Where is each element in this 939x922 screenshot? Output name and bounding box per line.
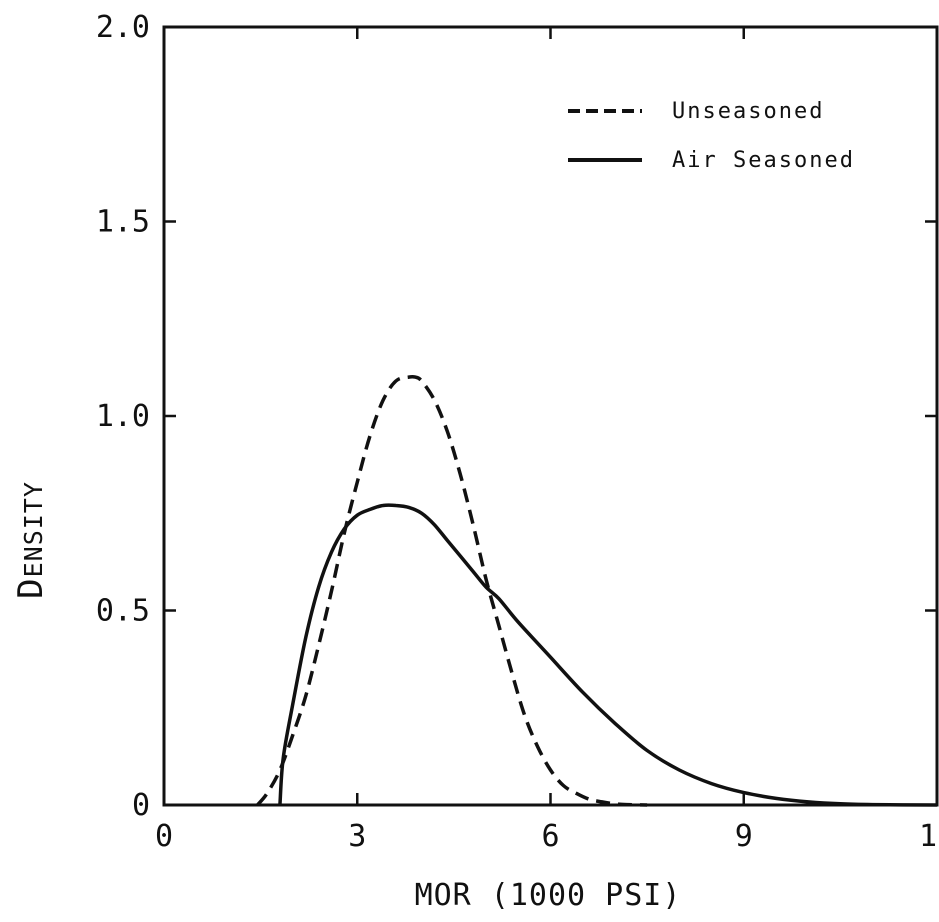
y-tick-label: 1.5: [96, 205, 150, 240]
series-line-unseasoned: [256, 374, 648, 807]
y-tick-label: 1.0: [96, 399, 150, 434]
x-tick-label: 0: [155, 819, 173, 854]
y-axis-title: DENSITY: [11, 481, 51, 599]
y-tick-label: 0: [132, 788, 150, 823]
plot-frame-group: [162, 25, 939, 807]
legend-label-unseasoned: Unseasoned: [672, 99, 824, 124]
ticks-group: 0 3 6 9 12 0 0.5 1.0 1.5 2.0: [96, 10, 939, 854]
series-group: [256, 374, 938, 807]
plot-frame: [162, 25, 939, 807]
legend-label-air-seasoned: Air Seasoned: [672, 148, 855, 173]
y-axis-title-initial: D: [11, 577, 51, 598]
series-line-air-seasoned: [278, 503, 938, 807]
x-tick-label: 6: [541, 819, 559, 854]
x-tick-label: 9: [735, 819, 753, 854]
legend: Unseasoned Air Seasoned: [568, 99, 855, 173]
x-tick-label: 12: [919, 819, 939, 854]
y-axis-title-rest: ENSITY: [19, 481, 48, 577]
y-tick-label: 0.5: [96, 594, 150, 629]
x-axis-title: MOR (1000 PSI): [415, 878, 682, 913]
x-tick-label: 3: [348, 819, 366, 854]
y-tick-label: 2.0: [96, 10, 150, 45]
